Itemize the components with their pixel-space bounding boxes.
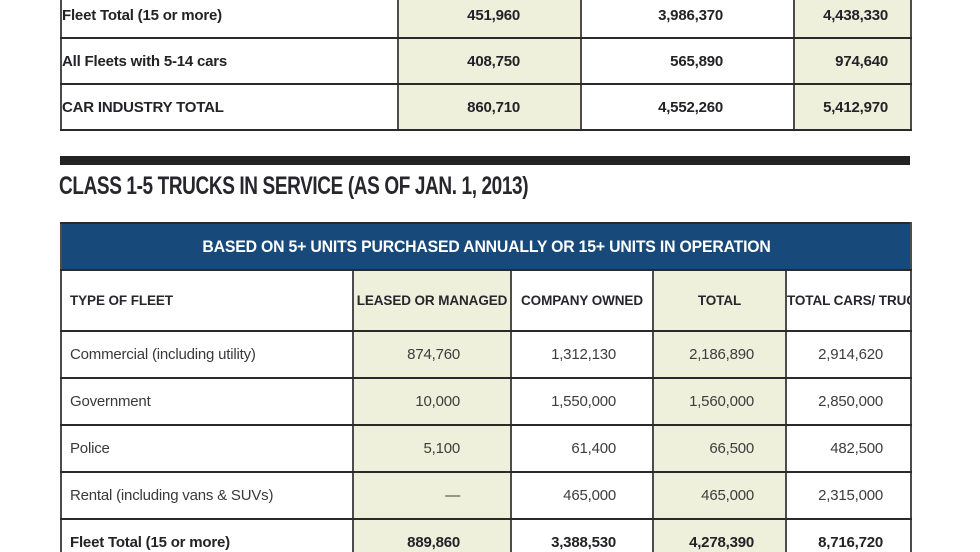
value-cell: 1,312,130 bbox=[510, 330, 654, 379]
row-label: Rental (including vans & SUVs) bbox=[60, 471, 354, 520]
car-fleet-table: Fleet Total (15 or more) 451,960 3,986,370… bbox=[60, 0, 912, 131]
row-label: All Fleets with 5-14 cars bbox=[60, 37, 399, 85]
row-label: Commercial (including utility) bbox=[60, 330, 354, 379]
row-label: Fleet Total (15 or more) bbox=[60, 518, 354, 552]
value-cell: 465,000 bbox=[652, 471, 787, 520]
table-row: Police 5,100 61,400 66,500 482,500 bbox=[60, 424, 913, 473]
section-divider bbox=[60, 156, 910, 165]
value-cell: 1,550,000 bbox=[510, 377, 654, 426]
value-cell: 465,000 bbox=[510, 471, 654, 520]
section-title-text: CLASS 1-5 TRUCKS IN SERVICE (AS OF JAN. … bbox=[59, 172, 529, 200]
value-cell: — bbox=[352, 471, 512, 520]
value-cell: 1,560,000 bbox=[652, 377, 787, 426]
value-cell: 482,500 bbox=[784, 424, 913, 473]
value-cell: 4,552,260 bbox=[580, 83, 795, 131]
table-row: CAR INDUSTRY TOTAL 860,710 4,552,260 5,412,… bbox=[60, 83, 912, 131]
value-cell: 874,760 bbox=[352, 330, 512, 379]
banner-text: BASED ON 5+ UNITS PURCHASED ANNUALLY OR … bbox=[201, 236, 771, 256]
column-header: TOTAL bbox=[652, 269, 787, 332]
value-cell: 5,412,970 bbox=[793, 83, 912, 131]
value-cell: 5,100 bbox=[352, 424, 512, 473]
column-header-row: TYPE OF FLEET LEASED OR MANAGED COMPANY OW… bbox=[60, 269, 913, 332]
value-cell: 451,960 bbox=[397, 0, 582, 39]
value-cell: 3,986,370 bbox=[580, 0, 795, 39]
row-label: CAR INDUSTRY TOTAL bbox=[60, 83, 399, 131]
table-row: Commercial (including utility) 874,760 1,3… bbox=[60, 330, 913, 379]
column-header: LEASED OR MANAGED bbox=[352, 269, 512, 332]
value-cell: 8,716,720 bbox=[784, 518, 913, 552]
value-cell: 2,186,890 bbox=[652, 330, 787, 379]
value-cell: 2,315,000 bbox=[784, 471, 913, 520]
value-cell: 2,850,000 bbox=[784, 377, 913, 426]
value-cell: 10,000 bbox=[352, 377, 512, 426]
row-label: Police bbox=[60, 424, 354, 473]
value-cell: 408,750 bbox=[397, 37, 582, 85]
section-title: CLASS 1-5 TRUCKS IN SERVICE (AS OF JAN. … bbox=[59, 172, 676, 200]
trucks-table: BASED ON 5+ UNITS PURCHASED ANNUALLY OR … bbox=[59, 222, 913, 552]
table-row: Government 10,000 1,550,000 1,560,000 2,850,… bbox=[60, 377, 913, 426]
table-row: Fleet Total (15 or more) 451,960 3,986,370… bbox=[60, 0, 912, 39]
value-cell: 3,388,530 bbox=[510, 518, 654, 552]
banner-row: BASED ON 5+ UNITS PURCHASED ANNUALLY OR … bbox=[59, 222, 913, 271]
column-header: TOTAL CARS/ TRUCKS bbox=[784, 269, 913, 332]
value-cell: 2,914,620 bbox=[784, 330, 913, 379]
value-cell: 889,860 bbox=[352, 518, 512, 552]
column-header: COMPANY OWNED bbox=[510, 269, 654, 332]
value-cell: 66,500 bbox=[652, 424, 787, 473]
value-cell: 61,400 bbox=[510, 424, 654, 473]
value-cell: 974,640 bbox=[793, 37, 912, 85]
table-row: Fleet Total (15 or more) 889,860 3,388,530… bbox=[60, 518, 913, 552]
column-header: TYPE OF FLEET bbox=[60, 269, 354, 332]
table-row: All Fleets with 5-14 cars 408,750 565,890 9… bbox=[60, 37, 912, 85]
row-label: Fleet Total (15 or more) bbox=[60, 0, 399, 39]
banner-cell: BASED ON 5+ UNITS PURCHASED ANNUALLY OR … bbox=[59, 222, 913, 271]
value-cell: 565,890 bbox=[580, 37, 795, 85]
row-label: Government bbox=[60, 377, 354, 426]
value-cell: 860,710 bbox=[397, 83, 582, 131]
value-cell: 4,278,390 bbox=[652, 518, 787, 552]
value-cell: 4,438,330 bbox=[793, 0, 912, 39]
table-row: Rental (including vans & SUVs) —465,000 46… bbox=[60, 471, 913, 520]
